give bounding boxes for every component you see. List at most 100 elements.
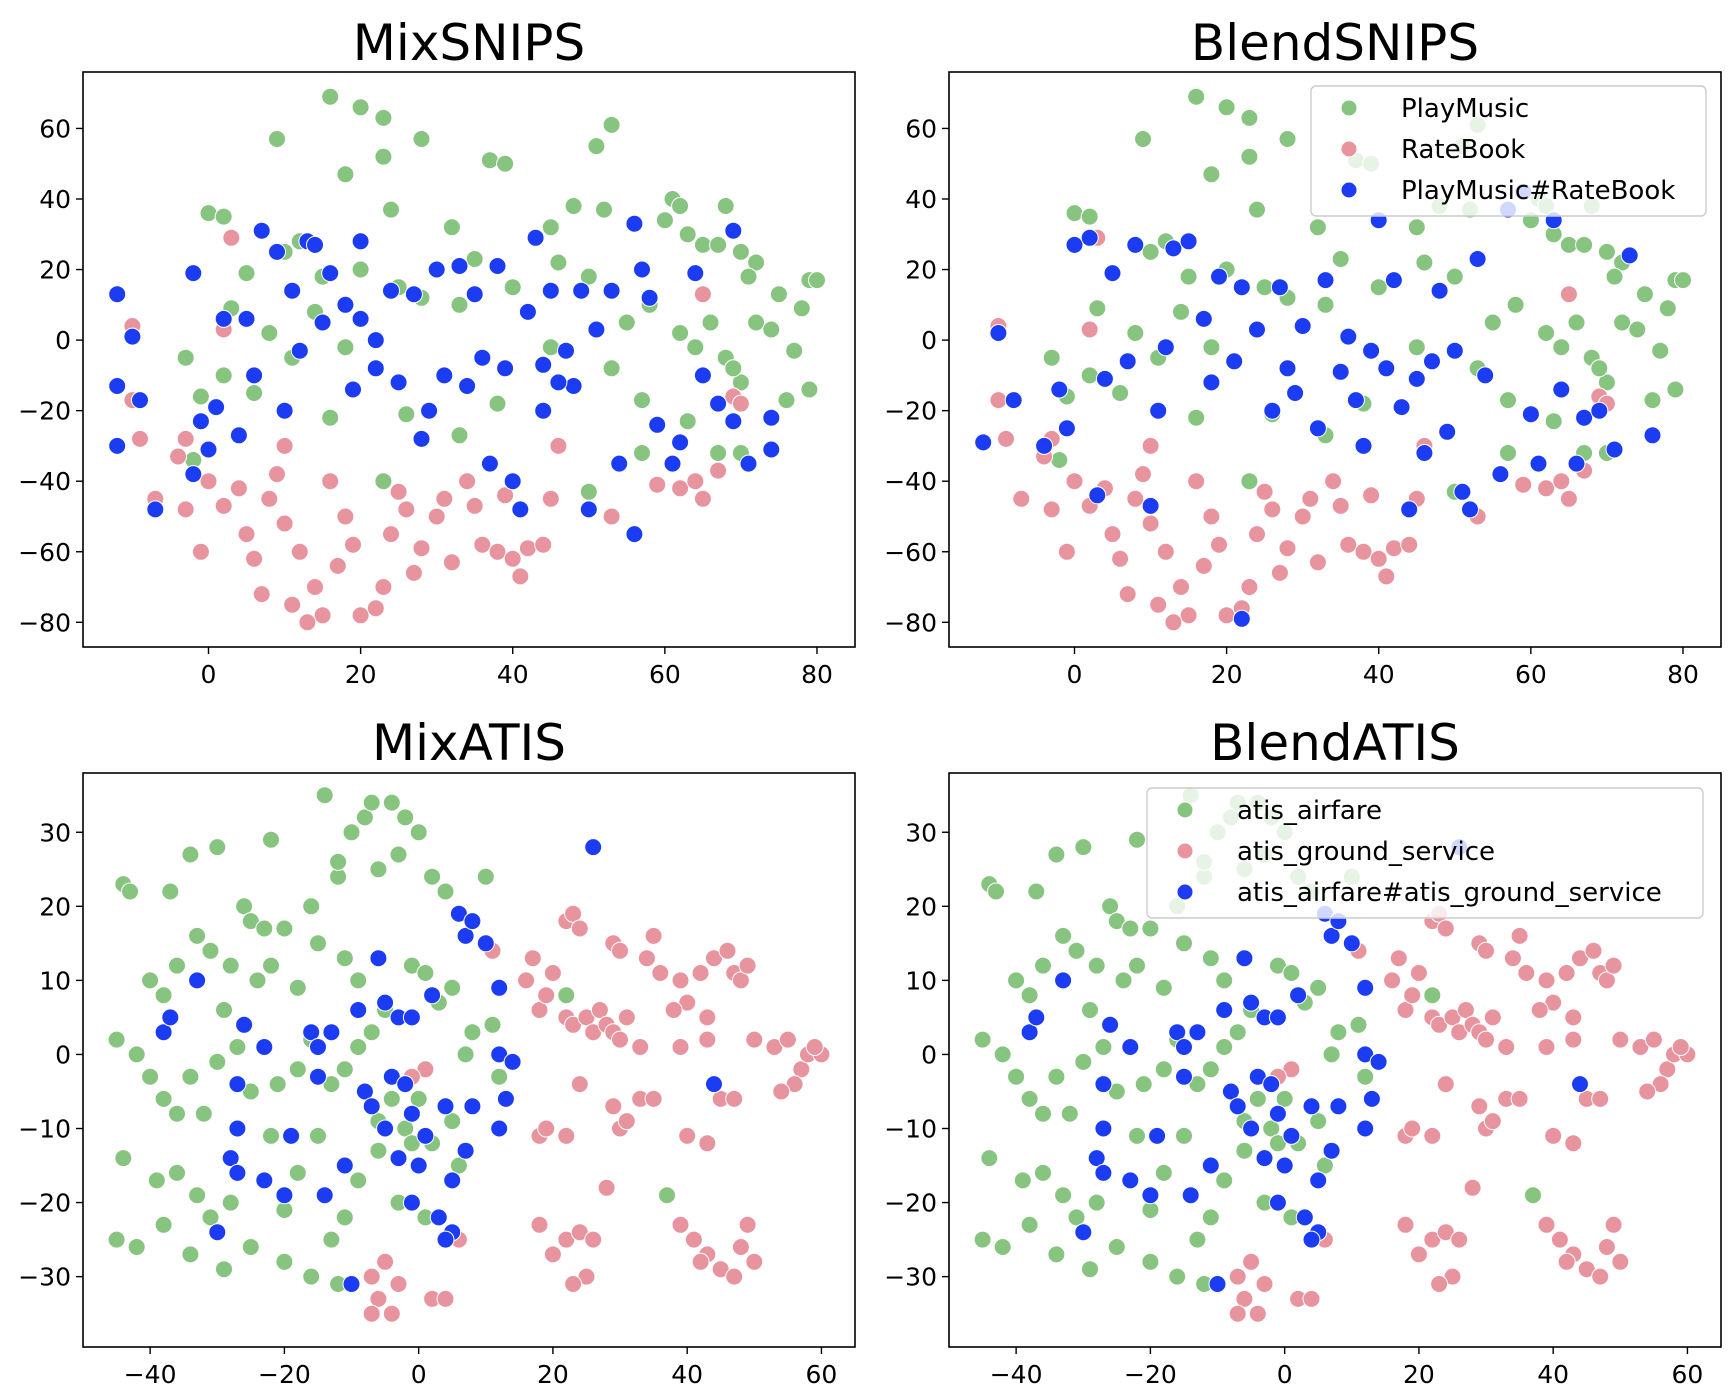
chart-title: BlendSNIPS <box>1191 14 1479 72</box>
data-point-blue <box>1095 369 1114 388</box>
data-point-green <box>1074 838 1093 857</box>
data-point-blue <box>1552 380 1571 399</box>
y-tick-label: 20 <box>39 256 71 285</box>
data-point-green <box>1027 882 1046 901</box>
data-point-blue <box>488 257 507 275</box>
data-point-pink <box>1638 1082 1657 1101</box>
data-point-green <box>208 1052 227 1071</box>
legend-marker-pink <box>1340 140 1358 158</box>
data-point-green <box>321 87 340 106</box>
data-point-blue <box>1278 359 1297 378</box>
data-point-green <box>1128 830 1146 849</box>
data-point-green <box>1228 1023 1247 1042</box>
data-point-green <box>769 285 788 304</box>
data-point-green <box>747 313 766 332</box>
legend-label: PlayMusic <box>1401 94 1529 124</box>
x-tick-label: 60 <box>1672 1360 1704 1389</box>
data-point-pink <box>1552 472 1571 491</box>
data-point-green <box>409 1089 428 1108</box>
data-point-pink <box>191 542 210 561</box>
data-point-pink <box>237 525 256 544</box>
x-tick-label: 40 <box>671 1360 703 1389</box>
data-point-blue <box>1356 1119 1375 1138</box>
data-point-pink <box>252 585 271 604</box>
data-point-pink <box>1126 489 1145 508</box>
data-point-green <box>724 359 743 378</box>
data-point-green <box>201 1208 220 1227</box>
data-point-green <box>336 338 355 357</box>
data-point-green <box>1262 1119 1281 1138</box>
data-point-blue <box>1590 401 1609 420</box>
data-point-blue <box>1453 482 1472 501</box>
data-point-blue <box>1322 926 1341 945</box>
data-point-blue <box>245 366 264 385</box>
data-point-green <box>1128 1126 1146 1145</box>
data-point-green <box>1202 338 1221 357</box>
data-point-green <box>579 267 598 286</box>
data-point-green <box>336 165 355 184</box>
data-point-pink <box>778 1030 797 1049</box>
data-point-pink <box>382 525 400 544</box>
data-point-green <box>1094 1038 1113 1056</box>
data-point-pink <box>570 1075 589 1094</box>
data-point-green <box>362 1023 381 1042</box>
data-point-green <box>374 147 393 166</box>
data-point-blue <box>633 260 651 279</box>
data-point-blue <box>309 1067 327 1086</box>
data-point-pink <box>693 285 712 304</box>
data-point-pink <box>131 429 149 448</box>
data-point-pink <box>1396 1001 1415 1019</box>
data-point-blue <box>463 1097 482 1116</box>
data-point-pink <box>376 1252 395 1271</box>
data-point-blue <box>709 394 728 413</box>
data-point-pink <box>1202 507 1221 526</box>
data-point-pink <box>389 482 408 501</box>
data-point-pink <box>1530 1001 1549 1019</box>
data-point-green <box>199 204 218 223</box>
y-tick-label: 10 <box>905 966 937 995</box>
data-point-blue <box>503 1052 522 1071</box>
data-point-green <box>1187 87 1206 106</box>
data-point-pink <box>1564 1030 1583 1049</box>
data-point-green <box>1309 978 1328 997</box>
data-point-blue <box>490 978 509 997</box>
data-point-blue <box>503 472 522 491</box>
y-tick-label: −10 <box>18 1115 71 1144</box>
data-point-green <box>154 1215 173 1234</box>
data-point-green <box>181 1245 200 1264</box>
data-point-pink <box>549 436 568 455</box>
data-point-blue <box>1175 1067 1193 1086</box>
data-point-green <box>1126 324 1145 342</box>
data-point-blue <box>1208 1275 1227 1293</box>
data-point-pink <box>557 1126 576 1145</box>
data-point-green <box>496 154 515 173</box>
data-point-blue <box>1175 1038 1193 1056</box>
data-point-pink <box>1514 475 1533 494</box>
data-point-blue <box>1181 1186 1200 1205</box>
data-point-pink <box>1396 1215 1415 1234</box>
data-point-pink <box>488 542 507 561</box>
data-point-blue <box>465 285 484 304</box>
data-point-green <box>678 412 697 431</box>
data-point-green <box>181 845 200 864</box>
data-point-blue <box>423 986 442 1005</box>
x-tick-label: 40 <box>497 660 529 689</box>
data-point-blue <box>1571 1075 1589 1094</box>
data-point-pink <box>1559 285 1578 304</box>
data-point-blue <box>306 235 324 254</box>
data-point-blue <box>146 500 165 519</box>
data-point-pink <box>731 394 750 413</box>
data-point-pink <box>1149 595 1168 614</box>
data-point-blue <box>1094 1119 1113 1138</box>
data-point-blue <box>1101 1015 1120 1034</box>
data-point-blue <box>369 949 388 968</box>
data-point-pink <box>1293 507 1312 526</box>
data-point-pink <box>738 1215 757 1234</box>
x-tick-label: 60 <box>806 1360 838 1389</box>
data-point-green <box>658 1186 676 1205</box>
data-point-green <box>335 1060 354 1079</box>
data-point-green <box>1407 338 1426 357</box>
data-point-blue <box>1168 1023 1187 1042</box>
legend: atis_airfare atis_ground_service atis_airf… <box>1146 787 1704 919</box>
y-tick-label: −60 <box>18 538 71 567</box>
